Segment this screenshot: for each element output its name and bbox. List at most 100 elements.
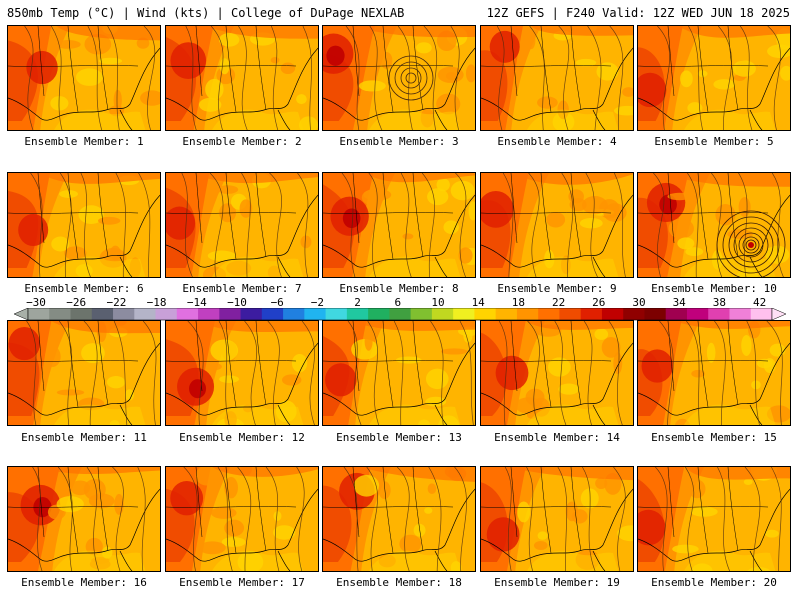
ensemble-member-label: Ensemble Member: 20: [651, 576, 777, 589]
ensemble-map-panel: [165, 172, 319, 278]
ensemble-member-label: Ensemble Member: 11: [21, 431, 147, 444]
ensemble-member-label: Ensemble Member: 15: [651, 431, 777, 444]
colorbar-strip: [14, 308, 786, 321]
temperature-map: [8, 467, 160, 571]
ensemble-member-label: Ensemble Member: 5: [654, 135, 774, 148]
colorbar-swatch: [198, 308, 220, 320]
temperature-map: [481, 321, 633, 425]
ensemble-map-panel: [637, 320, 791, 426]
colorbar-tick-label: 22: [551, 296, 566, 309]
ensemble-member-label: Ensemble Member: 18: [336, 576, 462, 589]
ensemble-member-label: Ensemble Member: 14: [494, 431, 620, 444]
colorbar-swatch: [516, 308, 539, 320]
temperature-map: [323, 467, 475, 571]
colorbar-swatch: [410, 308, 433, 320]
colorbar-swatch: [219, 308, 242, 320]
temperature-map: [323, 26, 475, 130]
ensemble-map-panel: [480, 25, 634, 131]
colorbar-swatch: [559, 308, 582, 320]
temperature-map: [638, 321, 790, 425]
colorbar-swatch: [431, 308, 454, 320]
ensemble-member-label: Ensemble Member: 8: [339, 282, 459, 295]
colorbar-tick-label: 38: [712, 296, 727, 309]
colorbar-swatch: [261, 308, 284, 320]
colorbar-swatch: [750, 308, 773, 320]
temperature-map: [166, 26, 318, 130]
temperature-map: [481, 173, 633, 277]
ensemble-member-label: Ensemble Member: 17: [179, 576, 305, 589]
colorbar-tick-label: 14: [471, 296, 485, 309]
ensemble-map-panel: [165, 466, 319, 572]
temperature-map: [8, 26, 160, 130]
ensemble-member-label: Ensemble Member: 9: [497, 282, 617, 295]
colorbar-tick-label: −6: [270, 296, 284, 309]
colorbar-swatch: [113, 308, 135, 320]
colorbar-swatch: [729, 308, 752, 320]
temperature-map: [323, 173, 475, 277]
colorbar-tick-label: −26: [66, 296, 87, 309]
temperature-map: [638, 26, 790, 130]
temperature-map: [166, 173, 318, 277]
colorbar-tick-label: −30: [26, 296, 46, 309]
ensemble-map-panel: [637, 172, 791, 278]
ensemble-member-label: Ensemble Member: 19: [494, 576, 620, 589]
ensemble-member-label: Ensemble Member: 1: [24, 135, 144, 148]
colorbar-swatch: [28, 308, 50, 320]
ensemble-member-label: Ensemble Member: 3: [339, 135, 459, 148]
temperature-map: [638, 173, 790, 277]
colorbar-swatch: [389, 308, 412, 320]
colorbar-tick-label: −10: [227, 296, 247, 309]
ensemble-map-panel: [7, 25, 161, 131]
temperature-map: [8, 173, 160, 277]
colorbar-swatch: [453, 308, 475, 320]
colorbar-tick-label: 34: [672, 296, 686, 309]
ensemble-member-label: Ensemble Member: 13: [336, 431, 462, 444]
ensemble-map-panel: [7, 172, 161, 278]
temperature-colorbar: −30 −26 −22 −18 −14 −10 −6 −2 2 6 10 14 18 22 26 30 34 38…: [14, 296, 786, 324]
colorbar-tick-label: 2: [354, 296, 361, 309]
colorbar-swatch: [580, 308, 603, 320]
ensemble-map-panel: [480, 320, 634, 426]
ensemble-map-panel: [322, 172, 476, 278]
colorbar-swatch: [283, 308, 305, 320]
colorbar-tick-label: −2: [310, 296, 325, 309]
colorbar-tick-label: 30: [632, 296, 646, 309]
colorbar-swatch: [686, 308, 709, 320]
colorbar-swatch: [304, 308, 327, 320]
ensemble-map-panel: [480, 172, 634, 278]
temperature-map: [481, 26, 633, 130]
colorbar-swatch: [70, 308, 93, 320]
colorbar-tick-label: 26: [592, 296, 606, 309]
ensemble-map-panel: [322, 25, 476, 131]
ensemble-member-label: Ensemble Member: 12: [179, 431, 305, 444]
colorbar-tick-label: 42: [752, 296, 767, 309]
temperature-map: [638, 467, 790, 571]
ensemble-map-panel: [165, 320, 319, 426]
colorbar-swatch: [601, 308, 624, 320]
colorbar-swatch: [49, 308, 72, 320]
ensemble-map-panel: [322, 466, 476, 572]
ensemble-member-label: Ensemble Member: 6: [24, 282, 144, 295]
colorbar-tick-label: 18: [511, 296, 526, 309]
colorbar-tick-label: −18: [146, 296, 167, 309]
colorbar-swatch: [708, 308, 730, 320]
colorbar-swatch: [134, 308, 157, 320]
ensemble-member-label: Ensemble Member: 7: [182, 282, 302, 295]
colorbar-swatch: [538, 308, 560, 320]
ensemble-map-panel: [322, 320, 476, 426]
colorbar-swatch: [495, 308, 518, 320]
ensemble-map-panel: [480, 466, 634, 572]
colorbar-swatch: [368, 308, 390, 320]
ensemble-map-panel: [637, 25, 791, 131]
ensemble-map-panel: [637, 466, 791, 572]
colorbar-swatch: [155, 308, 178, 320]
temperature-map: [481, 467, 633, 571]
model-run-valid-time: 12Z GEFS | F240 Valid: 12Z WED JUN 18 20…: [486, 6, 790, 20]
colorbar-swatch: [665, 308, 688, 320]
ensemble-map-panel: [7, 320, 161, 426]
temperature-map: [8, 321, 160, 425]
temperature-map: [166, 467, 318, 571]
temperature-map: [166, 321, 318, 425]
colorbar-swatch: [623, 308, 645, 320]
colorbar-tick-label: −14: [186, 296, 207, 309]
